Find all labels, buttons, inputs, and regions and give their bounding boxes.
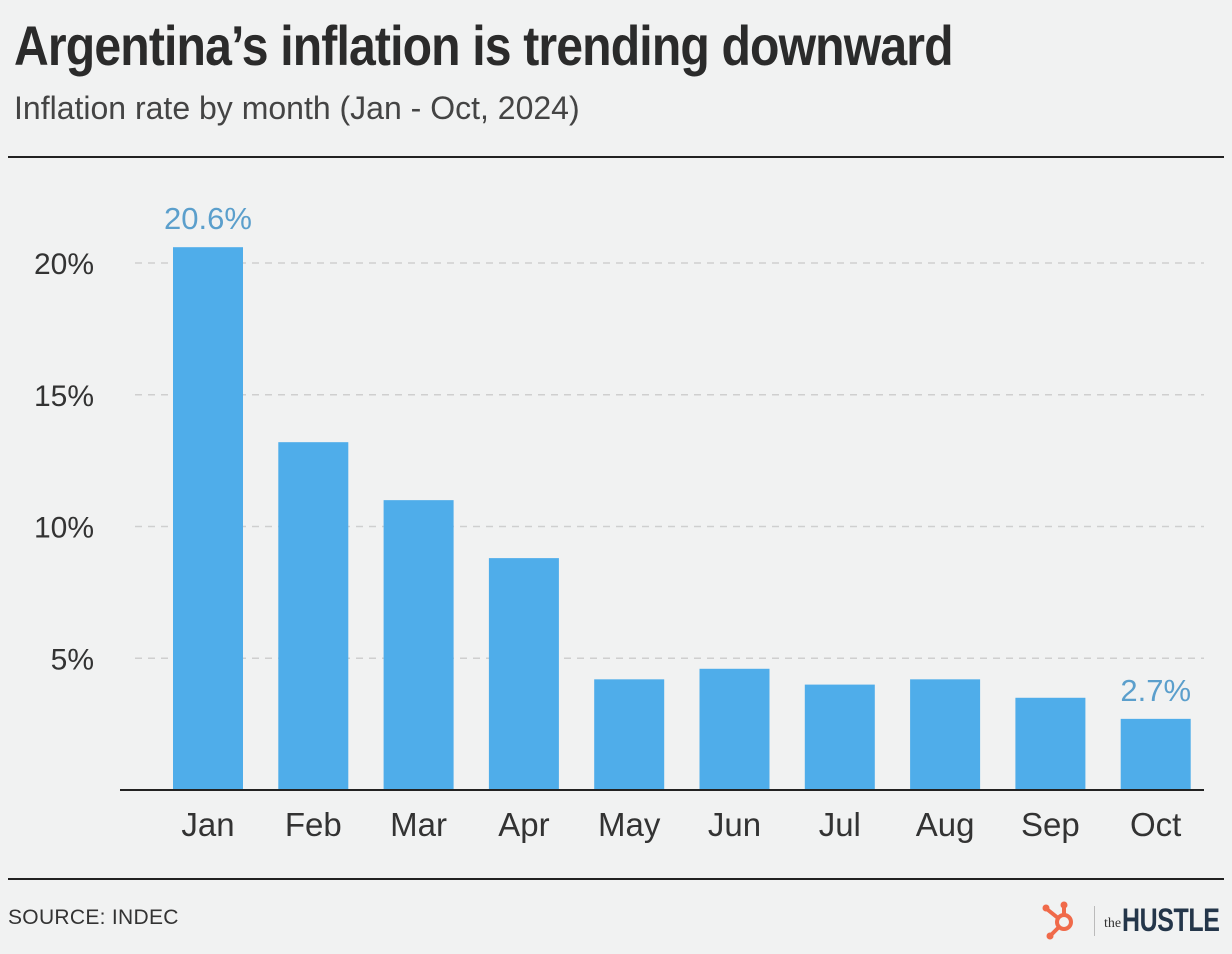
hubspot-sprocket-icon bbox=[1042, 901, 1073, 940]
x-tick-label: Sep bbox=[1021, 806, 1080, 843]
x-tick-label: Aug bbox=[916, 806, 975, 843]
data-label: 20.6% bbox=[164, 201, 252, 236]
footer-divider bbox=[8, 878, 1224, 880]
brand-divider bbox=[1094, 906, 1095, 936]
x-tick-label: Apr bbox=[498, 806, 549, 843]
x-tick-label: Mar bbox=[390, 806, 447, 843]
x-tick-label: Jul bbox=[819, 806, 861, 843]
chart-subtitle: Inflation rate by month (Jan - Oct, 2024… bbox=[14, 90, 580, 126]
x-tick-label: Jan bbox=[181, 806, 234, 843]
bar bbox=[1120, 718, 1191, 790]
y-tick-label: 15% bbox=[34, 380, 94, 413]
bar bbox=[699, 668, 770, 790]
chart-title: Argentina’s inflation is trending downwa… bbox=[14, 14, 954, 77]
bar bbox=[1015, 697, 1086, 790]
bar bbox=[173, 247, 243, 790]
bar bbox=[383, 500, 454, 790]
bar bbox=[278, 442, 349, 790]
y-tick-label: 10% bbox=[34, 512, 94, 545]
bar bbox=[594, 679, 665, 790]
y-tick-label: 5% bbox=[51, 643, 94, 676]
data-label: 2.7% bbox=[1120, 673, 1191, 708]
brand-prefix: the bbox=[1104, 916, 1122, 931]
x-tick-label: May bbox=[598, 806, 661, 843]
brand-name: HUSTLE bbox=[1122, 902, 1220, 938]
y-tick-label: 20% bbox=[34, 248, 94, 281]
bar bbox=[910, 679, 981, 790]
brand-logo: the HUSTLE bbox=[1040, 898, 1226, 942]
x-tick-label: Oct bbox=[1130, 806, 1181, 843]
header-divider bbox=[8, 156, 1224, 158]
bar bbox=[804, 684, 875, 790]
bar-chart: 5% 10% 15% 20% Jan Feb Mar Apr May Jun Jul Aug Sep Oc… bbox=[34, 201, 1204, 843]
x-tick-label: Feb bbox=[285, 806, 342, 843]
x-tick-label: Jun bbox=[708, 806, 761, 843]
source-note: SOURCE: INDEC bbox=[8, 906, 179, 929]
bar bbox=[488, 558, 559, 790]
